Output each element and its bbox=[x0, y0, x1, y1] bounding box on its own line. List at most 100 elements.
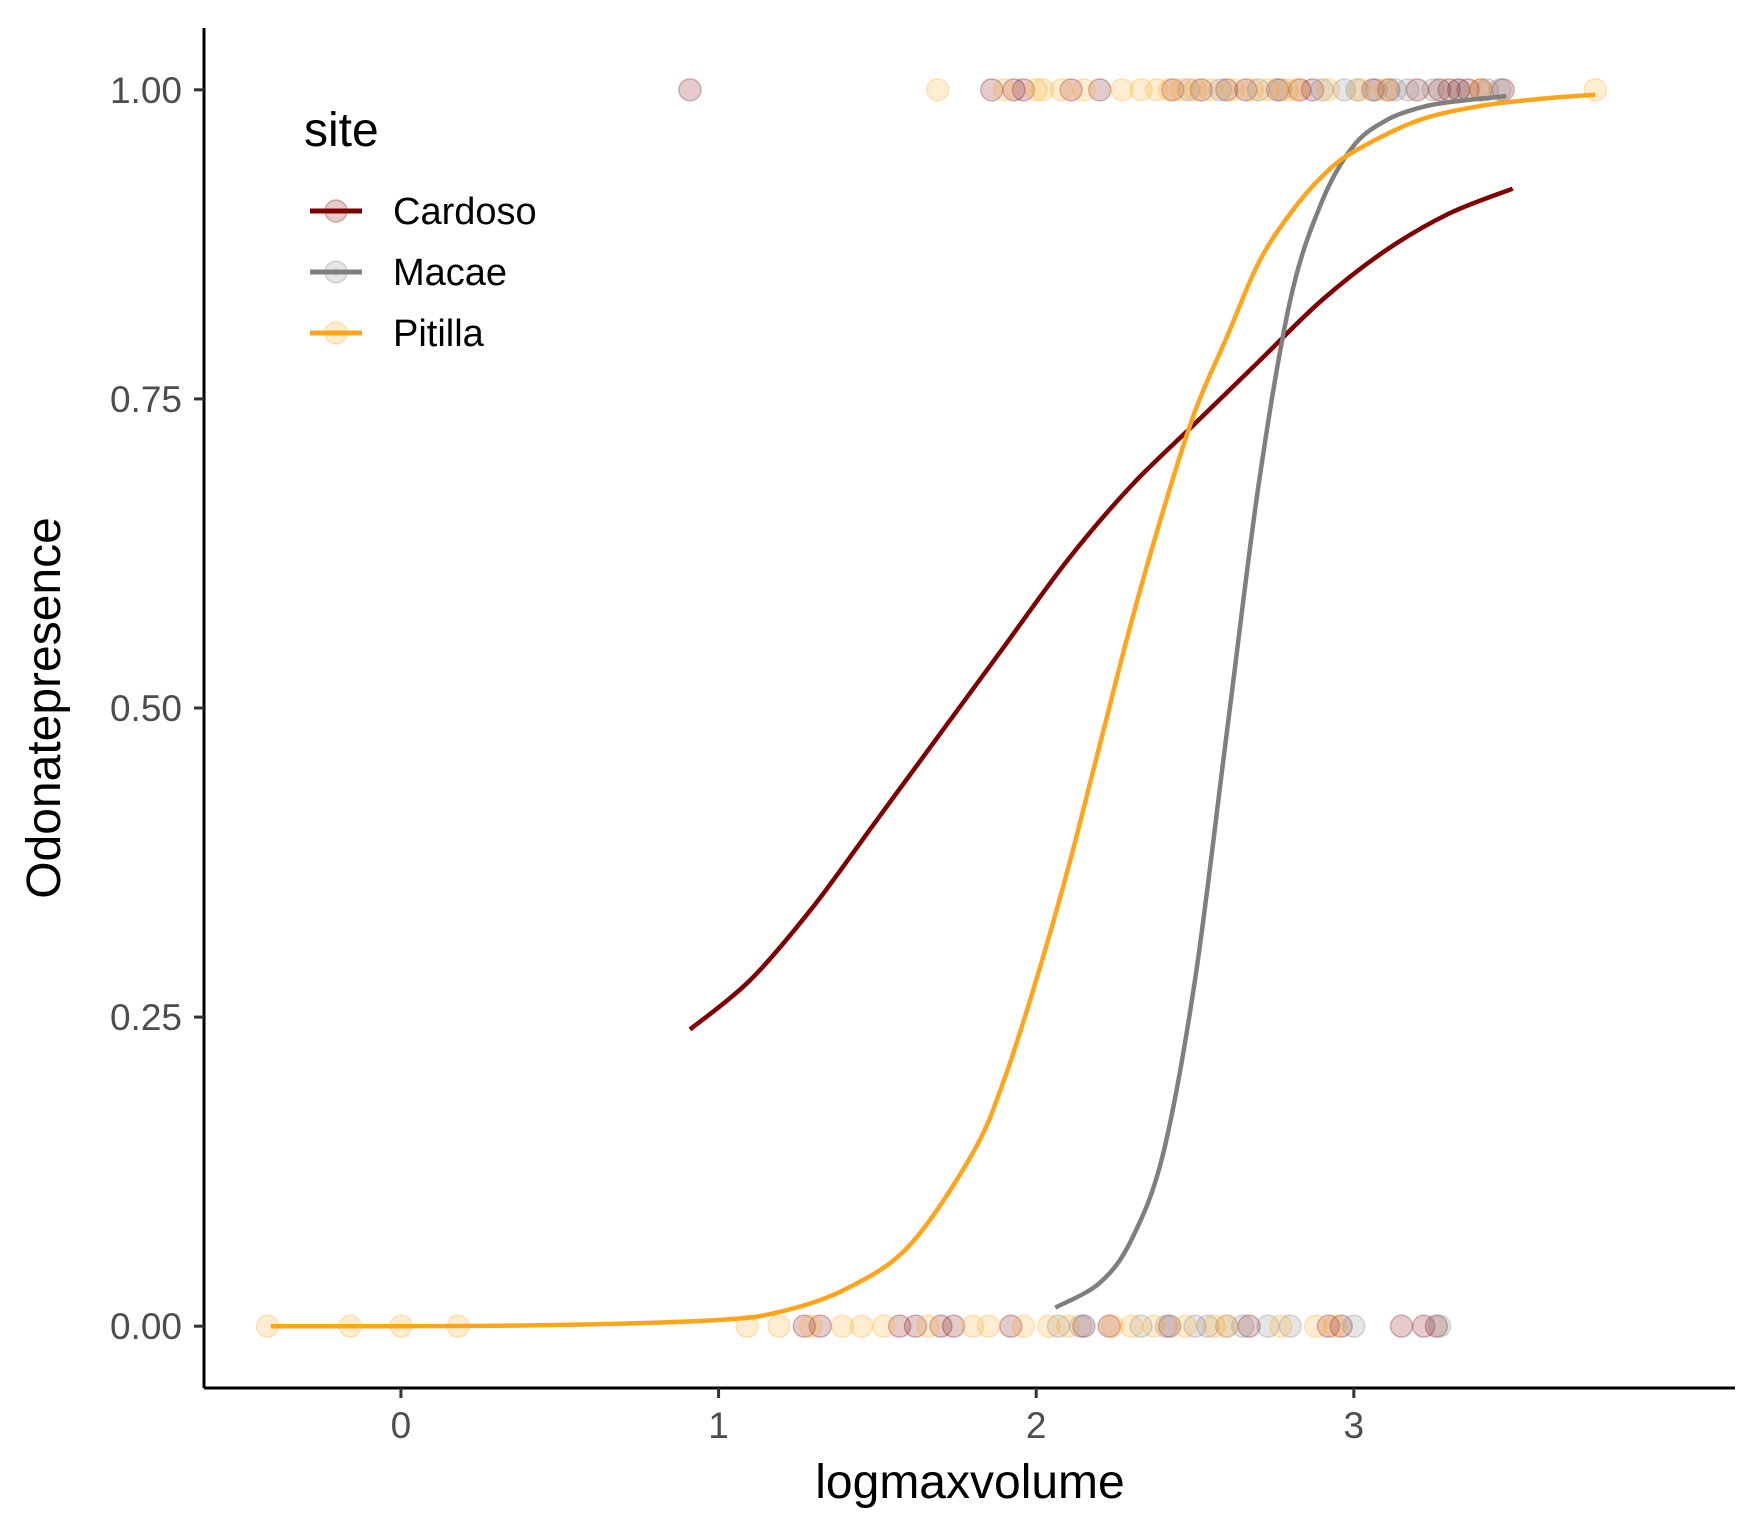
data-point-pitilla bbox=[1049, 78, 1074, 102]
data-point-pitilla bbox=[925, 78, 950, 102]
axis-ticks: 0 1 2 3 0.00 0.25 0.50 0.75 1.00 bbox=[110, 70, 1364, 1446]
legend-label: Cardoso bbox=[393, 191, 537, 233]
data-point-cardoso bbox=[1427, 78, 1452, 102]
data-point-macae bbox=[1068, 1314, 1093, 1338]
data-point-cardoso bbox=[903, 1314, 928, 1338]
data-point-cardoso bbox=[808, 1314, 832, 1338]
legend-title: site bbox=[304, 104, 379, 157]
legend-items: Cardoso Macae Pitilla bbox=[310, 191, 537, 355]
data-point-pitilla bbox=[1316, 78, 1341, 102]
data-point-macae bbox=[1396, 78, 1420, 102]
data-point-macae bbox=[1208, 78, 1233, 102]
data-point-pitilla bbox=[1183, 78, 1207, 102]
data-point-macae bbox=[1364, 78, 1388, 102]
data-point-pitilla bbox=[1145, 78, 1169, 102]
x-tick-label: 3 bbox=[1344, 1405, 1365, 1446]
data-point-cardoso bbox=[1097, 1314, 1122, 1338]
data-point-macae bbox=[1183, 1314, 1207, 1338]
data-point-pitilla bbox=[916, 1314, 940, 1338]
legend-item-cardoso: Cardoso bbox=[310, 191, 537, 233]
data-point-macae bbox=[1256, 1314, 1280, 1338]
data-point-cardoso bbox=[1265, 78, 1290, 102]
data-point-macae bbox=[1342, 1314, 1366, 1338]
data-point-macae bbox=[1246, 78, 1271, 102]
y-axis-title: Odonatepresence bbox=[18, 517, 71, 899]
data-point-cardoso bbox=[1316, 1314, 1341, 1338]
x-axis-title: logmaxvolume bbox=[815, 1456, 1124, 1509]
data-point-pitilla bbox=[1170, 78, 1195, 102]
data-point-cardoso bbox=[1215, 78, 1239, 102]
y-tick-label: 1.00 bbox=[110, 70, 182, 111]
y-tick-label: 0.75 bbox=[110, 379, 182, 420]
data-point-pitilla bbox=[1157, 78, 1182, 102]
data-point-pitilla bbox=[1215, 1314, 1239, 1338]
data-point-cardoso bbox=[1300, 78, 1325, 102]
data-point-cardoso bbox=[1389, 1314, 1414, 1338]
data-point-macae bbox=[1215, 1314, 1239, 1338]
data-point-pitilla bbox=[830, 1314, 855, 1338]
data-point-macae bbox=[1269, 78, 1293, 102]
data-point-pitilla bbox=[1100, 1314, 1125, 1338]
data-point-cardoso bbox=[792, 1314, 817, 1338]
fit-line-pitilla bbox=[270, 92, 1596, 1329]
data-point-cardoso bbox=[1361, 78, 1385, 102]
data-point-cardoso bbox=[1059, 78, 1083, 102]
x-tick-label: 0 bbox=[391, 1405, 412, 1446]
data-point-pitilla bbox=[767, 1314, 791, 1338]
data-point-pitilla bbox=[1323, 1314, 1347, 1338]
legend-label: Macae bbox=[393, 252, 507, 294]
data-point-pitilla bbox=[1030, 78, 1055, 102]
data-point-pitilla bbox=[1173, 1314, 1198, 1338]
x-tick-label: 2 bbox=[1026, 1405, 1047, 1446]
data-point-pitilla bbox=[798, 1314, 823, 1338]
data-point-pitilla bbox=[1011, 1314, 1036, 1338]
data-point-macae bbox=[1427, 1314, 1452, 1338]
data-point-pitilla bbox=[849, 1314, 874, 1338]
data-point-cardoso bbox=[1234, 78, 1258, 102]
data-point-pitilla bbox=[1275, 78, 1299, 102]
data-point-macae bbox=[1278, 1314, 1303, 1338]
data-point-cardoso bbox=[1161, 78, 1185, 102]
data-point-macae bbox=[1176, 78, 1201, 102]
data-point-macae bbox=[1383, 78, 1407, 102]
data-point-macae bbox=[1129, 1314, 1153, 1338]
fitted-curves bbox=[270, 92, 1596, 1329]
data-point-pitilla bbox=[992, 78, 1017, 102]
data-point-pitilla bbox=[1221, 78, 1245, 102]
data-point-cardoso bbox=[678, 78, 702, 102]
data-point-cardoso bbox=[1288, 78, 1312, 102]
legend-item-macae: Macae bbox=[310, 252, 507, 294]
data-point-cardoso bbox=[1329, 1314, 1353, 1338]
data-point-cardoso bbox=[1002, 78, 1026, 102]
data-point-cardoso bbox=[1424, 1314, 1449, 1338]
legend-label: Pitilla bbox=[393, 313, 485, 355]
legend: site Cardoso Macae Pitilla bbox=[304, 104, 537, 355]
data-point-macae bbox=[1154, 1314, 1179, 1338]
data-point-pitilla bbox=[1303, 1314, 1328, 1338]
data-point-cardoso bbox=[1087, 78, 1112, 102]
data-point-macae bbox=[1421, 78, 1445, 102]
data-point-pitilla bbox=[1110, 78, 1134, 102]
data-point-macae bbox=[1310, 78, 1334, 102]
data-point-pitilla bbox=[1024, 78, 1048, 102]
data-point-cardoso bbox=[929, 1314, 953, 1338]
data-point-pitilla bbox=[1202, 1314, 1226, 1338]
data-point-pitilla bbox=[871, 1314, 896, 1338]
legend-item-pitilla: Pitilla bbox=[310, 313, 485, 355]
data-point-pitilla bbox=[976, 1314, 1001, 1338]
scatter-points bbox=[255, 78, 1607, 1338]
data-point-macae bbox=[1046, 1314, 1071, 1338]
data-point-pitilla bbox=[1119, 1314, 1144, 1338]
data-point-pitilla bbox=[1037, 1314, 1061, 1338]
data-point-cardoso bbox=[999, 1314, 1023, 1338]
data-point-pitilla bbox=[1056, 1314, 1080, 1338]
data-point-pitilla bbox=[1284, 78, 1309, 102]
data-point-pitilla bbox=[960, 1314, 985, 1338]
data-point-macae bbox=[1345, 78, 1369, 102]
data-point-cardoso bbox=[887, 1314, 912, 1338]
data-point-cardoso bbox=[941, 1314, 966, 1338]
y-tick-label: 0.25 bbox=[110, 997, 182, 1038]
data-point-pitilla bbox=[735, 1314, 759, 1338]
data-point-cardoso bbox=[1237, 1314, 1261, 1338]
